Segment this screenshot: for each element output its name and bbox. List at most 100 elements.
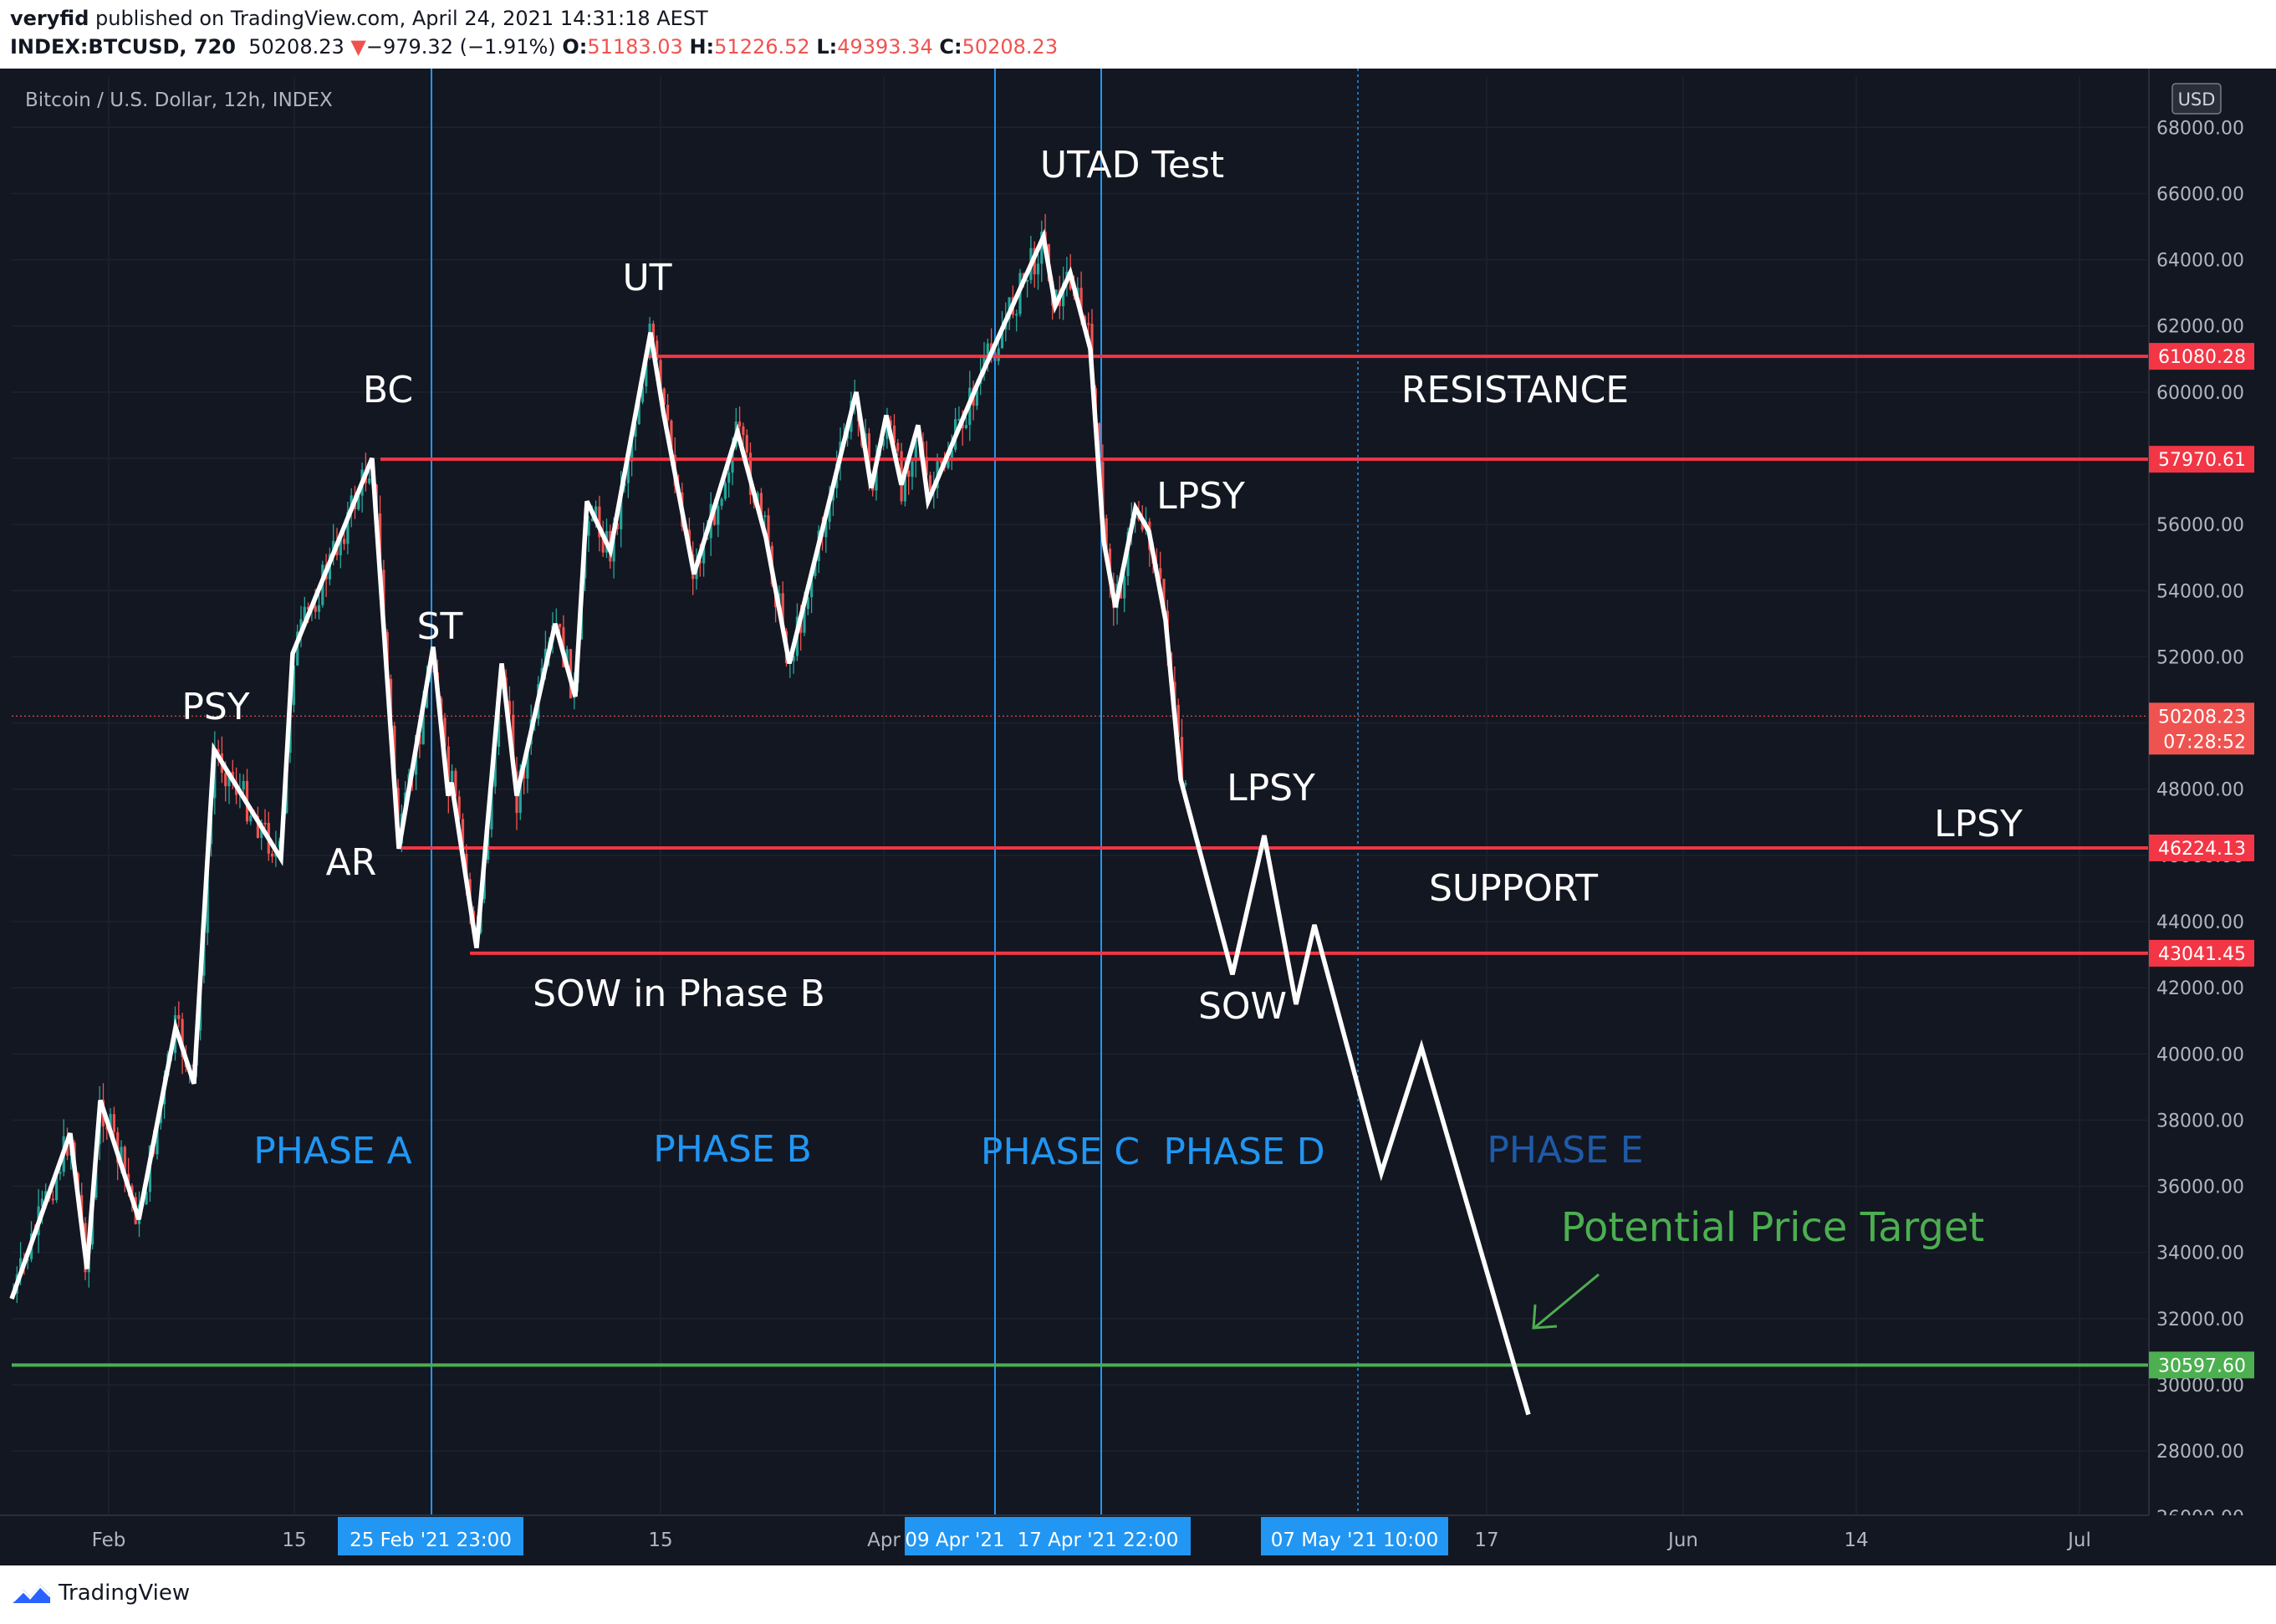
candle-body	[1087, 323, 1090, 325]
candle-body	[1098, 423, 1101, 462]
candle-body	[911, 461, 914, 477]
label-sow: SOW	[1198, 985, 1287, 1028]
time-axis-tick-label: 17	[1474, 1530, 1498, 1551]
candle-body	[975, 383, 978, 406]
candle-body	[1162, 579, 1166, 611]
time-axis-highlight	[905, 1517, 1005, 1555]
price-axis-tick-label: 36000.00	[2156, 1177, 2244, 1198]
candle-body	[51, 1198, 54, 1201]
phase-label: PHASE B	[653, 1128, 812, 1171]
time-axis-highlight	[1005, 1517, 1191, 1555]
price-chart[interactable]: PSY AR BC ST UT UTAD Test LPSY LPSY LPSY SOW in P…	[0, 69, 2276, 1565]
bar-countdown-label: 07:28:52	[2163, 732, 2246, 753]
price-axis-tick-label: 32000.00	[2156, 1310, 2244, 1330]
tradingview-brand: TradingView	[59, 1581, 191, 1606]
candle-body	[263, 822, 267, 825]
time-axis-highlight	[338, 1517, 523, 1555]
label-lpsy-2: LPSY	[1227, 767, 1315, 809]
target-arrow-head	[1532, 1304, 1558, 1330]
candle-body	[242, 780, 245, 790]
target-price-tag-label: 30597.60	[2158, 1356, 2246, 1376]
phase-labels: PHASE A PHASE B PHASE C PHASE D PHASE E	[253, 1128, 1643, 1173]
price-axis-tick-label: 60000.00	[2156, 383, 2244, 404]
label-sow-phase-b: SOW in Phase B	[533, 973, 825, 1015]
chart-area[interactable]: PSY AR BC ST UT UTAD Test LPSY LPSY LPSY SOW in P…	[0, 69, 2276, 1565]
candle-body	[626, 461, 630, 483]
candle-body	[105, 1126, 109, 1130]
time-axis-tick-label: Apr	[867, 1530, 901, 1551]
candle-body	[1026, 279, 1029, 282]
publisher-name[interactable]: veryfid	[10, 7, 89, 30]
publish-info: published on TradingView.com, April 24, …	[89, 7, 708, 30]
candle-body	[1015, 314, 1018, 316]
level-lines	[12, 355, 2149, 1367]
candle-body	[601, 537, 605, 553]
candle-body	[1180, 737, 1184, 785]
label-bc: BC	[363, 369, 413, 411]
tradingview-logo[interactable]: TradingView	[12, 1581, 190, 1606]
candle-body	[792, 656, 795, 661]
candle-body	[781, 593, 784, 631]
candle-body	[720, 498, 723, 506]
symbol-label: INDEX:BTCUSD, 720	[10, 35, 236, 59]
candle-body	[177, 1015, 181, 1019]
time-axis-highlight-label: 25 Feb '21 23:00	[350, 1530, 512, 1551]
candle-body	[810, 575, 814, 598]
candle-body	[656, 340, 659, 360]
price-axis-tick-label: 28000.00	[2156, 1442, 2244, 1463]
candle-body	[512, 714, 515, 772]
label-st: ST	[417, 605, 463, 648]
level-price-tag-label: 61080.28	[2158, 347, 2246, 368]
candle-body	[1079, 288, 1083, 317]
candle-body	[421, 707, 425, 745]
candle-body	[824, 522, 828, 538]
potential-price-target-label: Potential Price Target	[1561, 1204, 1984, 1251]
candle-body	[109, 1114, 112, 1130]
candle-body	[145, 1192, 148, 1205]
candle-body	[296, 631, 299, 666]
candle-body	[896, 442, 900, 452]
candle-body	[292, 665, 295, 705]
candle-body	[443, 718, 447, 747]
candle-body	[630, 437, 634, 462]
time-axis-highlight-label: 09 Apr '21	[905, 1530, 1004, 1551]
high-label: H:	[689, 35, 715, 59]
change-arrow-icon: ▼	[350, 35, 366, 59]
candle-body	[518, 769, 522, 814]
candle-body	[903, 470, 906, 502]
candle-body	[1101, 462, 1105, 518]
candle-body	[939, 461, 942, 463]
phase-label: PHASE E	[1487, 1129, 1643, 1172]
price-axis-tick-label: 42000.00	[2156, 978, 2244, 999]
label-resistance: RESISTANCE	[1401, 369, 1629, 411]
candle-body	[997, 348, 1000, 361]
candle-body	[803, 609, 806, 633]
price-axis-tick-label: 38000.00	[2156, 1111, 2244, 1131]
price-axis-tick-label: 68000.00	[2156, 118, 2244, 139]
candle-body	[271, 853, 274, 857]
candle-body	[224, 773, 227, 787]
time-axis-tick-label: 15	[648, 1530, 672, 1551]
candle-body	[595, 506, 598, 519]
level-price-tag-label: 43041.45	[2158, 944, 2246, 965]
price-axis-tick-label: 48000.00	[2156, 780, 2244, 801]
time-axis-tick-label: Feb	[92, 1530, 126, 1551]
candle-body	[767, 515, 770, 546]
candle-body	[651, 324, 655, 341]
candle-body	[19, 1258, 23, 1275]
chart-footer: TradingView	[0, 1565, 2276, 1624]
price-axis-tick-label: 30000.00	[2156, 1376, 2244, 1397]
close-value: 50208.23	[962, 35, 1059, 59]
chart-background	[0, 69, 2276, 1565]
candle-body	[55, 1173, 59, 1201]
candle-body	[249, 815, 253, 822]
candle-body	[59, 1172, 62, 1174]
candle-body	[299, 619, 303, 632]
price-axis-tick-label: 34000.00	[2156, 1244, 2244, 1264]
last-price: 50208.23	[248, 35, 344, 59]
last-price-tag-label: 50208.23	[2158, 707, 2246, 728]
candle-body	[590, 518, 594, 522]
candle-body	[806, 597, 809, 610]
label-ar: AR	[326, 841, 377, 884]
level-price-tag	[2149, 446, 2254, 473]
